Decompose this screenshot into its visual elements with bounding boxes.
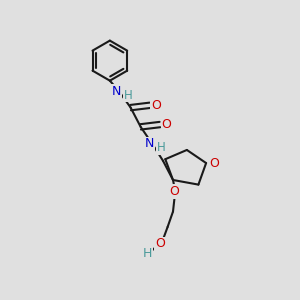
Text: H: H: [157, 141, 166, 154]
Text: O: O: [209, 157, 219, 169]
Text: O: O: [151, 99, 161, 112]
Text: H: H: [124, 89, 133, 102]
Text: N: N: [145, 137, 154, 150]
Text: N: N: [112, 85, 122, 98]
Text: H: H: [143, 247, 152, 260]
Text: O: O: [155, 237, 165, 250]
Text: O: O: [169, 185, 179, 198]
Text: O: O: [161, 118, 171, 131]
